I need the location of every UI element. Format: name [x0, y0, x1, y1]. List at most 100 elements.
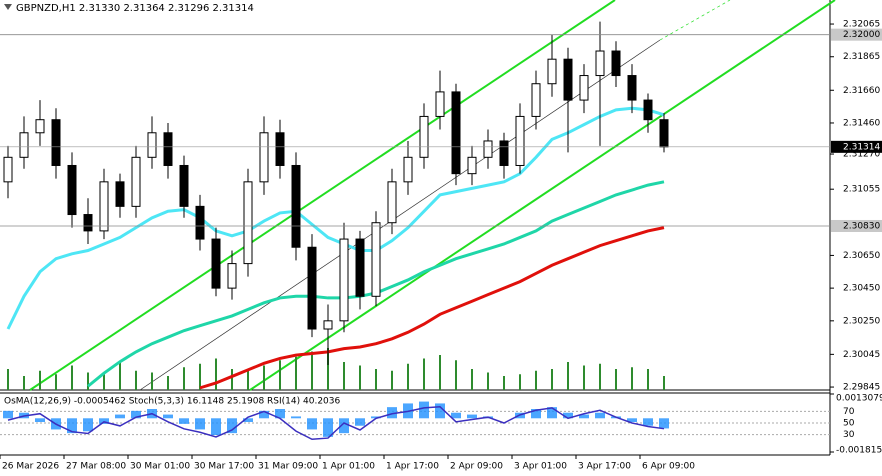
y-tick-label: 2.30450 [843, 284, 880, 294]
trend-channel [29, 0, 836, 391]
osma-bar [355, 418, 365, 426]
osma-bar [131, 410, 141, 419]
candle-body [339, 238, 349, 322]
candle-body [243, 181, 253, 265]
osma-bar [531, 409, 541, 419]
candle-body [307, 246, 317, 330]
volume-bar [151, 372, 153, 390]
candle-body [483, 140, 493, 158]
osma-bar [371, 416, 381, 419]
rsi-line [7, 405, 665, 441]
x-tick-label: 30 Mar 01:00 [130, 462, 190, 472]
osma-bar [451, 412, 461, 419]
y-tick-label: 50 [843, 419, 855, 429]
level-box [831, 28, 882, 41]
osma-bar [163, 414, 173, 419]
osma-bar [115, 414, 125, 419]
y-tick-label: 2.29845 [843, 383, 880, 393]
y-tick-label: -0.001815 [836, 446, 882, 456]
volume-bar [295, 356, 297, 390]
x-tick-label: 1 Apr 17:00 [386, 462, 439, 472]
candle-body [435, 91, 445, 117]
volume-bar [455, 360, 457, 390]
osma-bar [435, 403, 445, 419]
volume-bar [135, 370, 137, 390]
candle-body [579, 75, 589, 101]
y-tick-label: 0.0013079 [836, 394, 882, 404]
candle-body [259, 132, 269, 183]
last-price-box [831, 140, 882, 153]
candle-body [595, 50, 605, 77]
candle-body [547, 58, 557, 85]
channel-extension [659, 0, 731, 41]
osma-bar [35, 418, 45, 423]
candle-body [563, 58, 573, 101]
x-tick-label: 1 Apr 01:00 [322, 462, 375, 472]
volume-bar [231, 369, 233, 390]
volume-bar [647, 369, 649, 390]
candle-body [451, 91, 461, 175]
volume-bar [631, 367, 633, 390]
volume-bar [199, 363, 201, 390]
osma-bar [179, 418, 189, 424]
volume-bar [487, 372, 489, 390]
candle-body [355, 238, 365, 297]
volume-bar [263, 365, 265, 390]
candle-body [227, 263, 237, 289]
channel-middle [139, 39, 661, 391]
volume-bar [359, 365, 361, 390]
x-tick-label: 26 Mar 2026 [2, 462, 59, 472]
level-label: 2.30830 [843, 221, 880, 231]
level-label: 2.32000 [843, 30, 880, 40]
candle-body [291, 164, 301, 248]
candle-body [323, 320, 333, 330]
plot [3, 21, 669, 390]
volume-bar [279, 360, 281, 390]
candle-body [643, 99, 653, 121]
volume-bar [471, 369, 473, 390]
osma-bar [547, 407, 557, 419]
volume-bar [551, 369, 553, 390]
candle-body [147, 132, 157, 158]
candle-body [83, 214, 93, 232]
volume-bar [327, 348, 329, 390]
volume-bar [119, 362, 121, 390]
osma-bar [595, 412, 605, 419]
volume-bar [535, 370, 537, 390]
y-tick-label: 2.32065 [843, 20, 880, 30]
osma-bar [291, 416, 301, 419]
volume-bar [39, 370, 41, 390]
moving-average [199, 226, 665, 390]
osma-bar [307, 418, 317, 430]
osma-bar [339, 418, 349, 434]
osma-bar [323, 418, 333, 437]
candle-body [531, 83, 541, 117]
candle-body [387, 181, 397, 224]
osma-bar [211, 418, 221, 436]
volume-bar [167, 376, 169, 390]
symbol-icon [4, 4, 12, 10]
candle-body [371, 222, 381, 297]
candle-body [211, 238, 221, 289]
volume-bar [87, 372, 89, 390]
osma-bar [3, 410, 13, 419]
indicator-title: OsMA(12,26,9) -0.0005462 Stoch(5,3,3) 16… [4, 397, 340, 407]
candle-body [403, 156, 413, 183]
osma-bar [195, 418, 205, 430]
volume-bar [7, 369, 9, 390]
candle-body [163, 132, 173, 166]
osma-bar [83, 418, 93, 432]
volume-bar [407, 363, 409, 390]
x-tick-label: 3 Apr 01:00 [514, 462, 567, 472]
candle-body [131, 156, 141, 207]
candle-body [627, 75, 637, 101]
volume-bar [55, 374, 57, 390]
candle-body [3, 156, 13, 183]
x-tick-label: 27 Mar 08:00 [66, 462, 126, 472]
osma-bar [643, 418, 653, 426]
volume-bar [391, 370, 393, 390]
candle-body [515, 115, 525, 166]
y-tick-label: 2.31270 [843, 150, 880, 160]
